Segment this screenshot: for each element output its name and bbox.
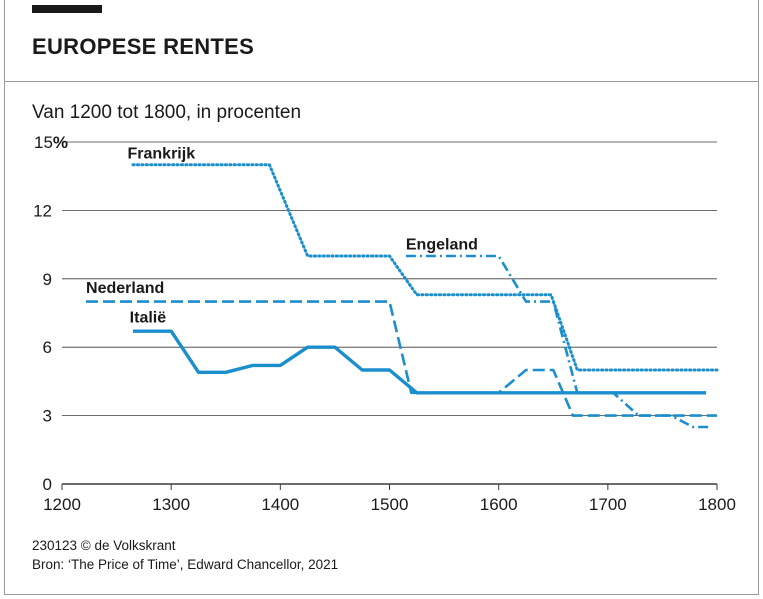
y-tick-label: 15%	[34, 133, 68, 152]
x-tick-label: 1500	[371, 495, 409, 514]
header-accent-bar	[32, 5, 102, 13]
title-divider	[4, 81, 759, 82]
x-tick-label: 1700	[589, 495, 627, 514]
chart-frame	[4, 0, 759, 595]
series-line-nederland	[86, 300, 717, 417]
y-tick-label: 6	[43, 338, 52, 357]
y-axis-ticks: 0 3 6 9 12 15%	[33, 133, 68, 494]
x-tick-label: 1400	[261, 495, 299, 514]
series-label-italië: Italië	[130, 310, 167, 327]
series-line-frankrijk	[131, 163, 719, 372]
source-line: Bron: ‘The Price of Time’, Edward Chance…	[32, 557, 339, 572]
series-label-engeland: Engeland	[406, 237, 478, 254]
series-lines	[86, 163, 719, 429]
x-tick-label: 1300	[152, 495, 190, 514]
series-labels: Frankrijk Engeland Nederland Italië	[86, 146, 478, 327]
y-tick-label: 9	[43, 270, 52, 289]
x-tick-label: 1200	[43, 495, 81, 514]
y-tick-label: 12	[33, 201, 52, 220]
series-label-frankrijk: Frankrijk	[128, 146, 196, 163]
chart-title: EUROPESE RENTES	[32, 34, 255, 59]
series-line-engeland	[405, 254, 709, 429]
y-tick-label: 3	[43, 407, 52, 426]
x-axis-ticks: 1200 1300 1400 1500 1600 1700 1800	[43, 484, 736, 514]
x-tick-label: 1600	[480, 495, 518, 514]
y-tick-label: 0	[43, 475, 52, 494]
series-line-italië	[133, 329, 707, 395]
x-tick-label: 1800	[698, 495, 736, 514]
chart-subtitle: Van 1200 tot 1800, in procenten	[32, 102, 302, 123]
credit-line: 230123 © de Volkskrant	[32, 538, 176, 553]
series-label-nederland: Nederland	[86, 280, 164, 297]
